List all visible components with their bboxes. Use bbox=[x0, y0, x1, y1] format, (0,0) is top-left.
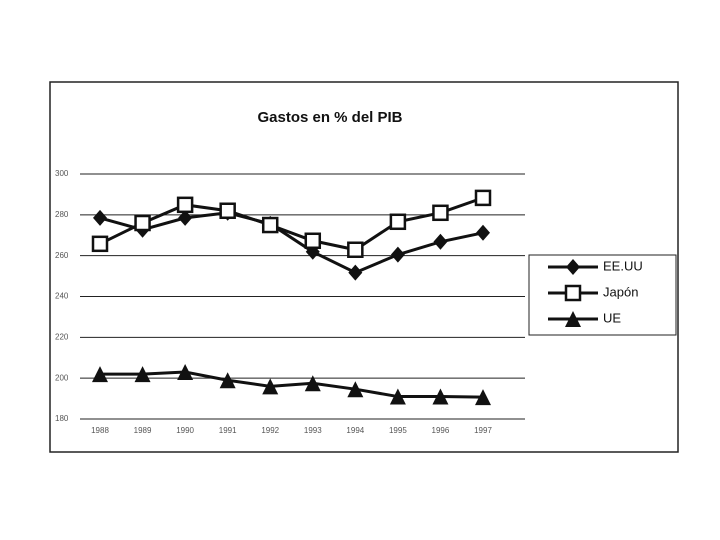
data-point bbox=[432, 388, 449, 405]
y-tick-label: 180 bbox=[55, 414, 69, 423]
data-point bbox=[92, 366, 108, 383]
x-tick-label: 1988 bbox=[91, 426, 109, 435]
x-tick-label: 1989 bbox=[134, 426, 152, 435]
x-tick-label: 1992 bbox=[261, 426, 279, 435]
series-line bbox=[99, 196, 484, 252]
data-point bbox=[304, 375, 321, 392]
data-point bbox=[348, 264, 363, 281]
y-tick-label: 300 bbox=[55, 169, 69, 178]
x-tick-label: 1997 bbox=[474, 426, 492, 435]
x-tick-label: 1990 bbox=[176, 426, 194, 435]
x-tick-label: 1996 bbox=[432, 426, 450, 435]
chart-title: Gastos en % del PIB bbox=[257, 109, 402, 126]
y-tick-label: 200 bbox=[55, 373, 69, 382]
data-point bbox=[475, 389, 491, 406]
y-tick-label: 240 bbox=[55, 292, 69, 301]
data-point bbox=[432, 204, 449, 222]
legend-marker bbox=[564, 284, 582, 302]
data-point bbox=[134, 214, 151, 232]
data-point bbox=[347, 241, 364, 258]
legend-marker bbox=[566, 259, 580, 275]
data-point bbox=[476, 224, 490, 241]
data-point bbox=[177, 364, 194, 381]
y-tick-label: 220 bbox=[55, 332, 69, 341]
data-point bbox=[347, 381, 364, 398]
data-point bbox=[262, 378, 279, 395]
data-point bbox=[261, 216, 279, 234]
data-point bbox=[93, 209, 107, 226]
legend-label: UE bbox=[603, 310, 621, 325]
legend-label: Japón bbox=[603, 284, 638, 299]
data-point bbox=[219, 202, 236, 219]
series-line bbox=[99, 211, 484, 275]
x-tick-label: 1995 bbox=[389, 426, 407, 435]
y-tick-label: 280 bbox=[55, 210, 69, 219]
x-tick-label: 1994 bbox=[346, 426, 364, 435]
data-point bbox=[176, 196, 194, 214]
data-point bbox=[134, 366, 151, 383]
data-point bbox=[474, 189, 492, 207]
data-point bbox=[389, 388, 406, 405]
data-point bbox=[390, 246, 405, 263]
data-point bbox=[433, 233, 448, 250]
data-point bbox=[91, 235, 109, 253]
data-point bbox=[304, 232, 322, 250]
x-tick-label: 1993 bbox=[304, 426, 322, 435]
data-point bbox=[219, 372, 236, 389]
y-tick-label: 260 bbox=[55, 251, 69, 260]
data-point bbox=[389, 213, 407, 231]
series-line bbox=[100, 370, 484, 399]
x-tick-label: 1991 bbox=[219, 426, 237, 435]
legend-label: EE.UU bbox=[603, 258, 643, 273]
data-point bbox=[178, 209, 193, 226]
legend-marker bbox=[565, 311, 581, 327]
